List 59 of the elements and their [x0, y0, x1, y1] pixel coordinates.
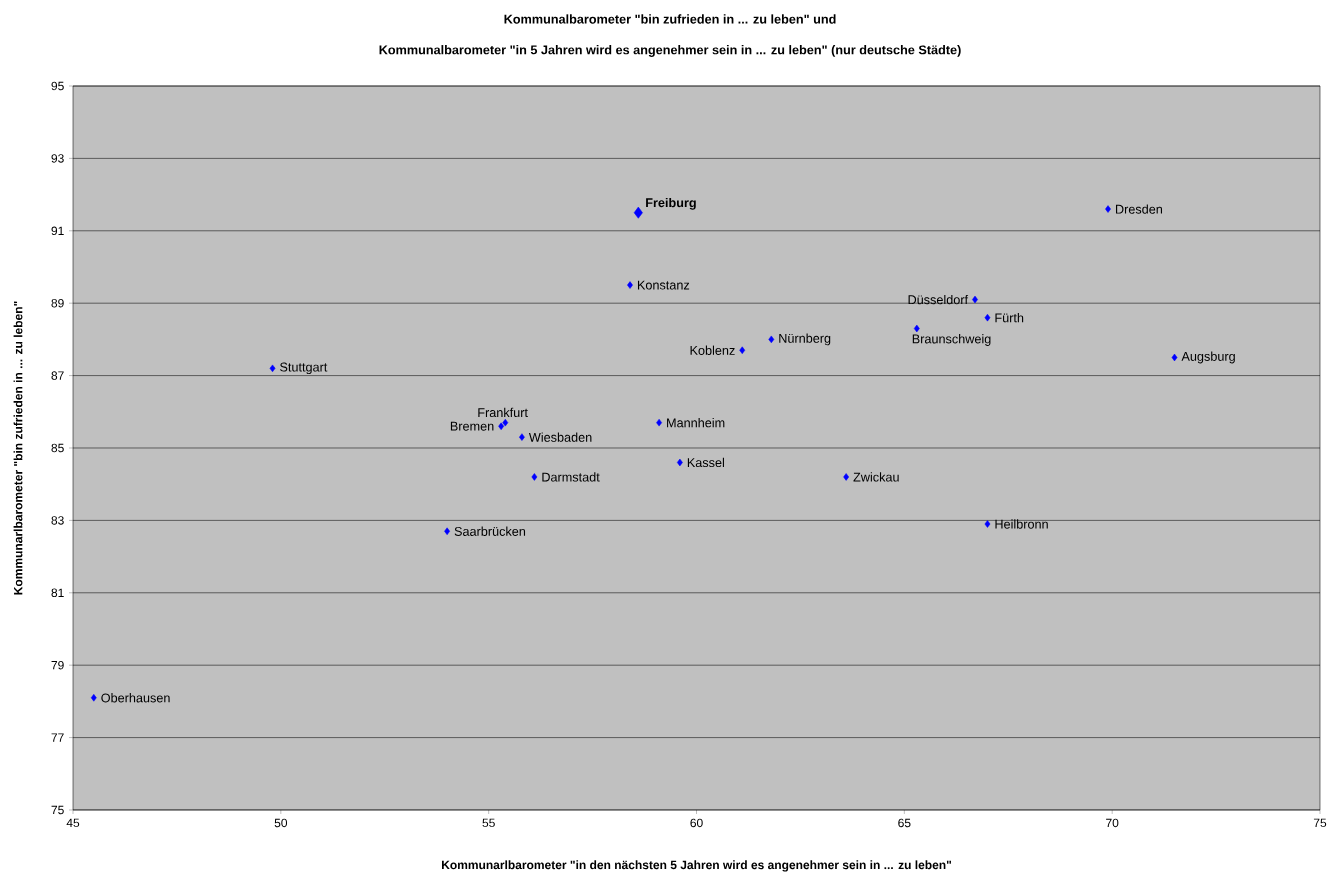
chart-subtitle: Kommunalbarometer "in 5 Jahren wird es angenehmer sein in ... zu leben" (nur deutsche Städte)	[379, 45, 961, 57]
x-tick-label: 75	[1313, 818, 1327, 828]
point	[269, 364, 276, 373]
point	[633, 206, 643, 219]
point	[984, 313, 991, 322]
annotation: Augsburg	[1181, 351, 1235, 364]
annotation: Heilbronn	[995, 519, 1048, 529]
annotation: Kassel	[687, 457, 724, 468]
point	[1105, 205, 1111, 213]
point	[739, 346, 746, 354]
point	[531, 473, 538, 481]
annotation: Darmstadt	[542, 472, 600, 482]
y-tick-label: 75	[51, 805, 64, 815]
x-tick-label: 65	[898, 818, 911, 828]
x-tick-label: 55	[482, 818, 495, 828]
annotation: Braunschweig	[912, 334, 991, 346]
point	[1171, 353, 1178, 362]
point	[913, 324, 920, 333]
point	[519, 433, 525, 441]
annotation: Dresden	[1116, 204, 1163, 214]
annotation: Nürnberg	[779, 333, 831, 346]
y-tick-label: 91	[51, 226, 64, 236]
y-tick-label: 77	[51, 733, 64, 742]
annotation: Oberhausen	[101, 693, 170, 703]
annotation: Koblenz	[690, 345, 735, 355]
y-tick-label: 83	[51, 516, 64, 525]
point	[444, 527, 450, 535]
point	[843, 473, 850, 481]
annotation: Stuttgart	[280, 362, 328, 375]
y-tick-label: 79	[51, 660, 64, 670]
annotation: Bremen	[450, 421, 494, 431]
annotation: Konstanz	[637, 280, 690, 290]
annotation: Düsseldorf	[908, 294, 969, 305]
y-tick-label: 95	[51, 81, 64, 91]
series-label: Freiburg	[646, 197, 696, 210]
annotation: Saarbrücken	[454, 526, 526, 536]
annotation: Zwickau	[853, 472, 899, 482]
point	[498, 422, 505, 430]
annotation: Wiesbaden	[528, 432, 592, 442]
y-tick-label: 85	[51, 443, 64, 453]
x-tick-label: 45	[66, 818, 80, 828]
point	[768, 335, 775, 344]
x-tick-label: 60	[690, 818, 703, 828]
point	[90, 694, 97, 702]
y-tick-label: 89	[51, 298, 64, 308]
annotation: Fürth	[995, 313, 1024, 323]
point	[502, 418, 509, 427]
y-tick-label: 81	[51, 588, 64, 598]
y-axis-title: Kommunarlbarometer "bin zufrieden in ... zu leben"	[13, 301, 23, 595]
annotation: Mannheim	[667, 417, 725, 428]
y-tick-label: 87	[51, 371, 64, 380]
annotation: Frankfurt	[478, 407, 528, 418]
x-tick-label: 70	[1106, 818, 1119, 828]
x-tick-label: 50	[274, 818, 288, 828]
point	[627, 281, 633, 289]
chart-title: Kommunalbarometer "bin zufrieden in ... zu leben" und	[504, 14, 836, 24]
y-tick-label: 93	[51, 154, 64, 163]
point	[984, 520, 991, 528]
x-axis-title: Kommunarlbarometer "in den nächsten 5 Jahren wird es angenehmer sein in ... zu leben"	[442, 860, 952, 872]
